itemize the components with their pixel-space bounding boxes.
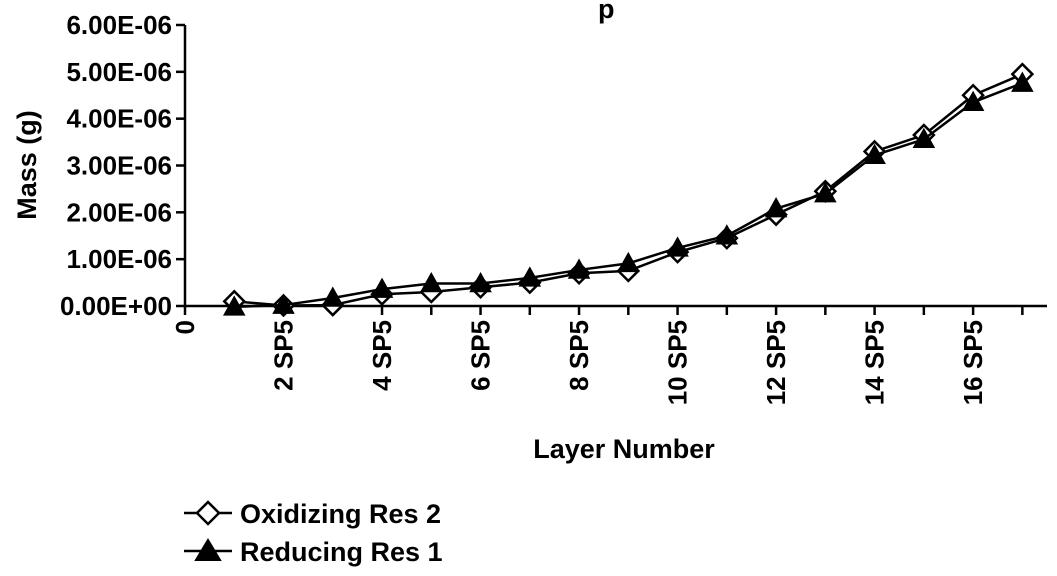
- x-tick-label: 2 SP5: [269, 320, 299, 391]
- chart-title-fragment: p: [598, 0, 615, 24]
- y-tick-label: 6.00E-06: [66, 10, 172, 40]
- data-point-triangle: [863, 143, 886, 164]
- y-axis-ticks: 0.00E+00 1.00E-06 2.00E-06 3.00E-06 4.00E-06…: [60, 10, 185, 321]
- x-tick-label: 12 SP5: [761, 320, 791, 405]
- data-point-triangle: [420, 271, 443, 293]
- y-tick-label: 0.00E+00: [60, 291, 172, 321]
- data-point-triangle: [321, 286, 345, 307]
- y-tick-label: 3.00E-06: [66, 151, 172, 181]
- data-point-triangle: [912, 127, 936, 149]
- x-tick-label: 10 SP5: [663, 320, 693, 405]
- x-tick-label: 6 SP5: [466, 320, 496, 391]
- legend-item-reducing: Reducing Res 1: [184, 537, 443, 567]
- data-point-triangle: [272, 293, 295, 314]
- data-point-triangle: [567, 258, 591, 279]
- series-reducing: [222, 71, 1034, 316]
- x-tick-label: 4 SP5: [367, 320, 397, 391]
- data-point-triangle: [814, 182, 837, 203]
- data-point-triangle: [518, 266, 542, 287]
- x-axis-title: Layer Number: [533, 434, 715, 464]
- data-point-triangle: [617, 251, 640, 273]
- x-tick-label: 16 SP5: [958, 320, 988, 405]
- legend-label-oxidizing: Oxidizing Res 2: [240, 499, 441, 529]
- y-axis-title: Mass (g): [12, 110, 42, 220]
- x-tick-label: 8 SP5: [564, 320, 594, 391]
- data-point-triangle: [370, 277, 394, 298]
- data-point-triangle: [222, 295, 246, 316]
- y-tick-label: 1.00E-06: [66, 244, 172, 274]
- x-axis-ticks: 0 2 SP5 4 SP5 6 SP5 8 SP5 10 SP5 12 SP5 14 SP5 1…: [170, 306, 1024, 405]
- series-oxidizing: [222, 62, 1035, 318]
- x-tick-label: 0: [170, 320, 200, 334]
- legend-label-reducing: Reducing Res 1: [240, 537, 443, 567]
- y-tick-label: 5.00E-06: [66, 57, 172, 87]
- y-tick-label: 2.00E-06: [66, 197, 172, 227]
- data-point-triangle: [715, 224, 739, 245]
- series-layer: [222, 62, 1035, 318]
- diamond-marker-icon: [195, 500, 221, 526]
- legend-item-oxidizing: Oxidizing Res 2: [184, 499, 441, 529]
- data-point-triangle: [961, 90, 985, 112]
- data-point-triangle: [764, 197, 788, 218]
- data-point-triangle: [1011, 71, 1034, 92]
- data-point-triangle: [666, 236, 689, 257]
- x-tick-label: 14 SP5: [860, 320, 890, 405]
- data-point-triangle: [469, 271, 492, 293]
- legend: Oxidizing Res 2 Reducing Res 1: [184, 499, 443, 567]
- y-tick-label: 4.00E-06: [66, 104, 172, 134]
- triangle-marker-icon: [194, 538, 222, 561]
